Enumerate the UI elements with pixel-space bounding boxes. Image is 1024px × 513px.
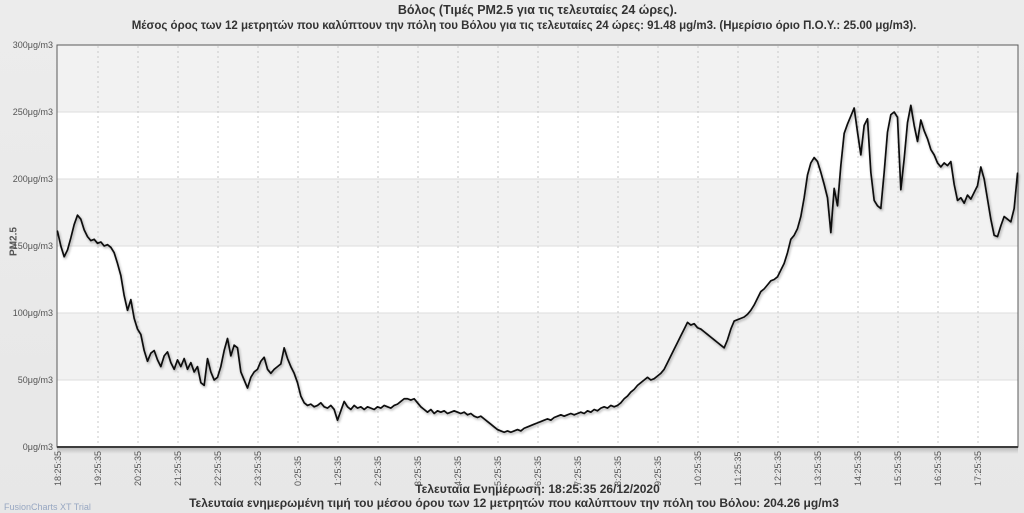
x-tick-label: 0:25:35 (293, 456, 303, 486)
x-tick-label: 23:25:35 (253, 451, 263, 486)
pm25-series-line (56, 104, 1019, 434)
x-tick-label: 17:25:35 (973, 451, 983, 486)
x-tick-label: 13:25:35 (813, 451, 823, 486)
x-tick-label: 21:25:35 (173, 451, 183, 486)
x-tick-label: 6:25:35 (533, 456, 543, 486)
y-tick-label: 200μg/m3 (13, 174, 53, 184)
x-tick-label: 7:25:35 (573, 456, 583, 486)
x-tick-label: 9:25:35 (653, 456, 663, 486)
last-update-text: Τελευταία Ενημέρωση: 18:25:35 26/12/2020 (415, 482, 660, 496)
x-tick-label: 10:25:35 (693, 451, 703, 486)
x-tick-label: 22:25:35 (213, 451, 223, 486)
x-tick-label: 4:25:35 (453, 456, 463, 486)
y-tick-label: 250μg/m3 (13, 107, 53, 117)
last-value-text: Τελευταία ενημερωμένη τιμή του μέσου όρο… (189, 496, 839, 510)
pm25-line-chart: 0μg/m3 50μg/m3 100μg/m3 150μg/m3 200μg/m3 250… (13, 40, 1019, 486)
x-tick-label: 2:25:35 (373, 456, 383, 486)
x-tick-label: 11:25:35 (733, 452, 743, 486)
fusioncharts-watermark: FusionCharts XT Trial (4, 502, 91, 512)
x-tick-label: 12:25:35 (773, 451, 783, 486)
x-tick-label: 14:25:35 (853, 451, 863, 486)
x-tick-label: 18:25:35 (53, 451, 63, 486)
y-tick-label: 300μg/m3 (13, 40, 53, 50)
y-tick-label: 0μg/m3 (23, 442, 53, 452)
x-tick-label: 16:25:35 (933, 451, 943, 486)
chart-title: Βόλος (Τιμές PM2.5 για τις τελευταίες 24… (397, 3, 678, 17)
x-tick-label: 8:25:35 (613, 456, 623, 486)
x-tick-label: 20:25:35 (133, 451, 143, 486)
axis-base-strip (57, 448, 1018, 454)
x-tick-label: 5:25:35 (493, 456, 503, 486)
x-tick-label: 15:25:35 (893, 451, 903, 486)
y-tick-label: 50μg/m3 (18, 375, 53, 385)
chart-subtitle: Μέσος όρος των 12 μετρητών που καλύπτουν… (131, 20, 917, 32)
x-tick-label: 19:25:35 (93, 451, 103, 486)
y-tick-label: 150μg/m3 (13, 241, 53, 251)
y-tick-label: 100μg/m3 (13, 308, 53, 318)
x-tick-label: 3:25:35 (413, 456, 423, 486)
x-tick-label: 1:25:35 (333, 456, 343, 486)
